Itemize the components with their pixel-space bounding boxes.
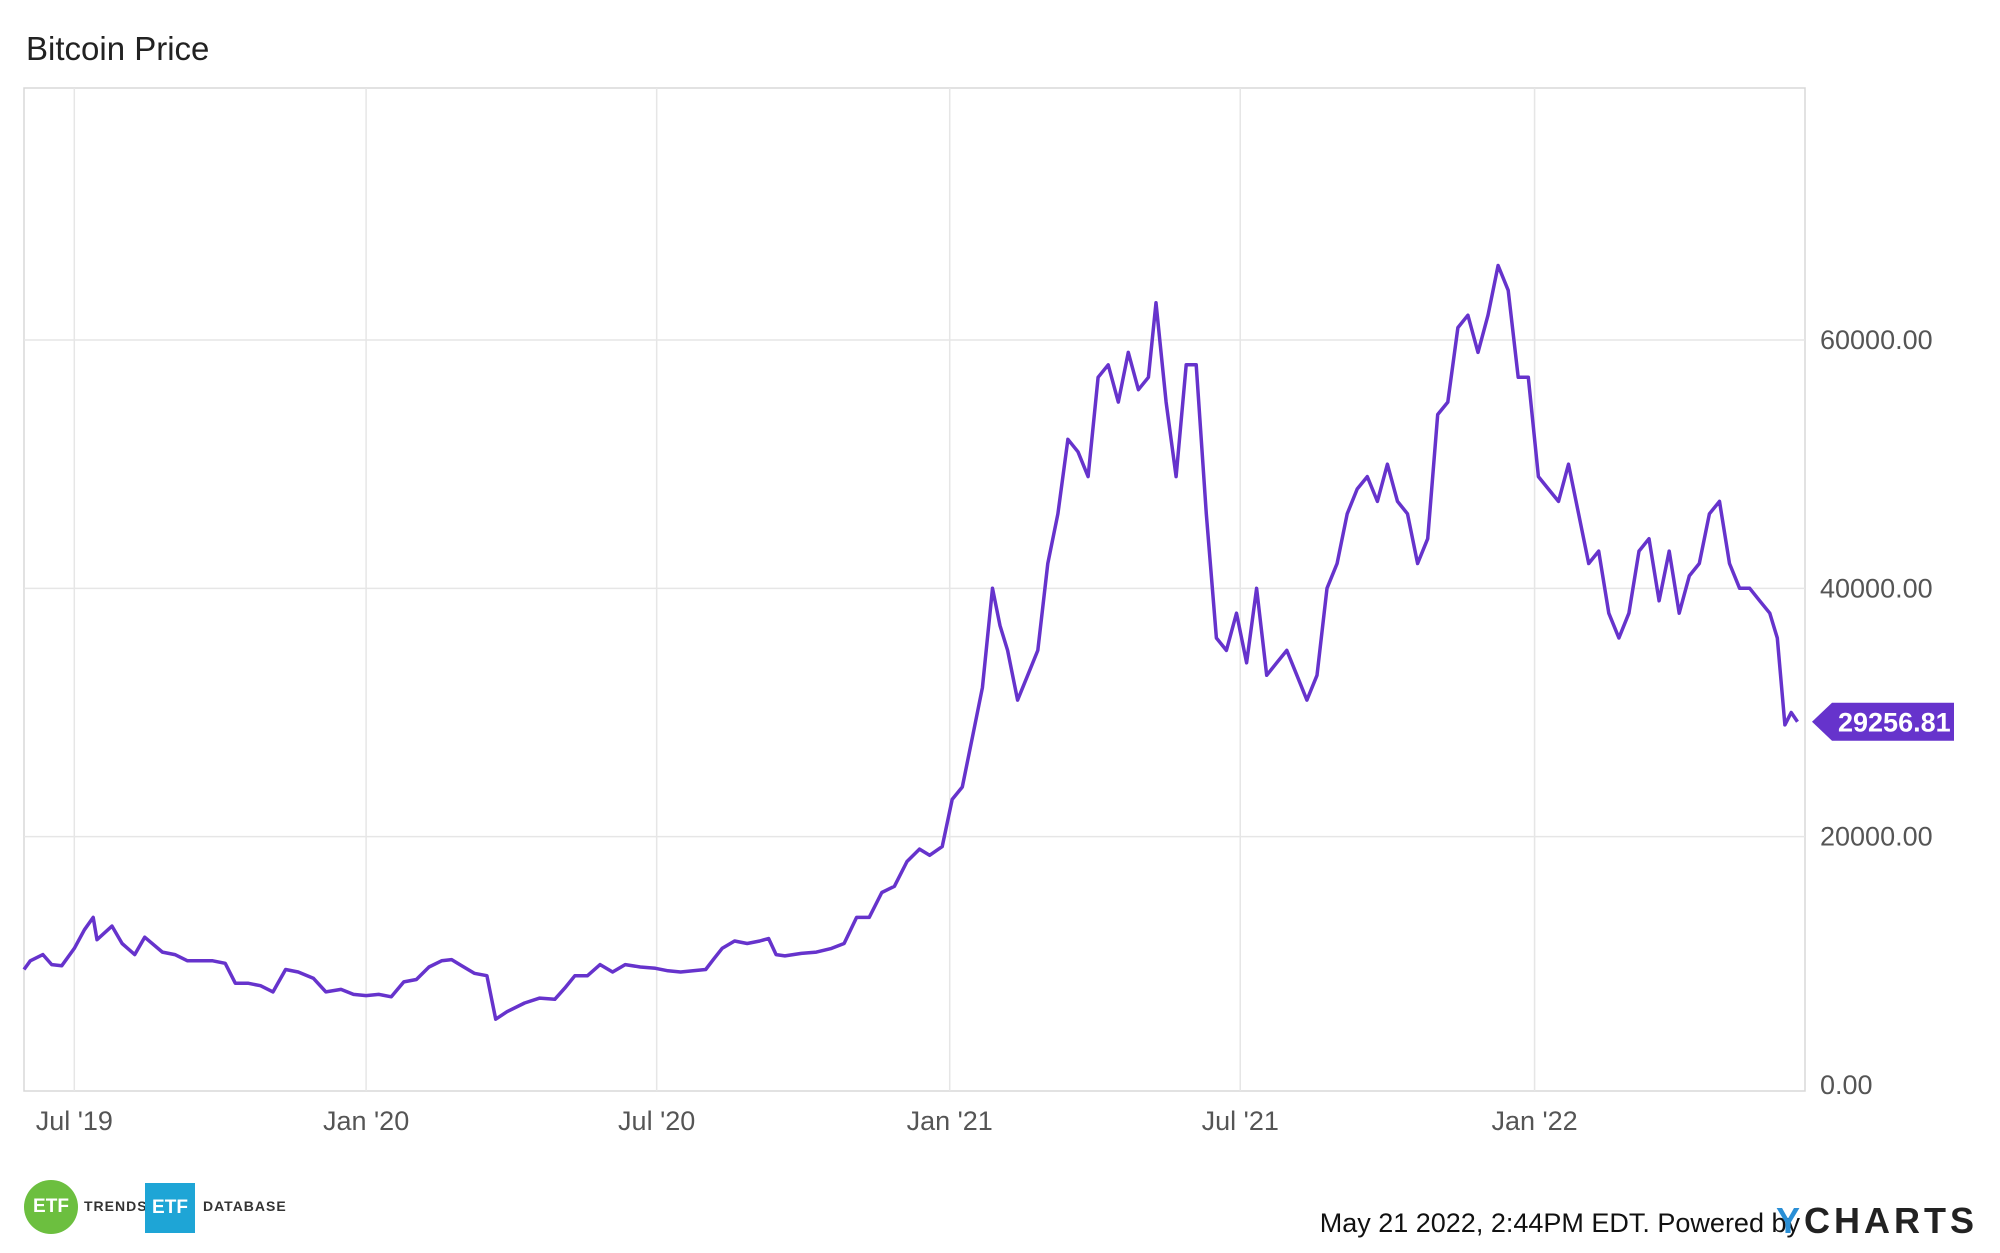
ycharts-logo: YCHARTS (1776, 1200, 1978, 1242)
x-tick-label: Jul '20 (618, 1106, 695, 1136)
horizontal-gridlines (24, 339, 1805, 838)
powered-by-text: Powered by (1657, 1208, 1800, 1238)
x-tick-label: Jan '22 (1491, 1106, 1577, 1136)
ycharts-logo-y: Y (1775, 1200, 1804, 1241)
ycharts-logo-text: CHARTS (1804, 1200, 1978, 1241)
y-tick-label: 60000.00 (1820, 325, 1933, 355)
y-tick-label: 0.00 (1820, 1070, 1873, 1100)
y-tick-labels: 0.00 20000.00 40000.00 60000.00 (1820, 325, 1933, 1100)
x-tick-label: Jul '21 (1202, 1106, 1279, 1136)
y-tick-label: 20000.00 (1820, 822, 1933, 852)
x-tick-label: Jan '21 (907, 1106, 993, 1136)
x-tick-labels: Jul '19 Jan '20 Jul '20 Jan '21 Jul '21 Jan '… (36, 1106, 1578, 1136)
chart-title: Bitcoin Price (26, 30, 210, 67)
price-line (22, 263, 1799, 1021)
y-tick-label: 40000.00 (1820, 573, 1933, 603)
etf-database-logo-word: DATABASE (203, 1198, 287, 1214)
etf-trends-logo: ETF (24, 1180, 78, 1234)
timestamp-text: May 21 2022, 2:44PM EDT. (1319, 1208, 1650, 1238)
footer-timestamp: May 21 2022, 2:44PM EDT. Powered by (1320, 1208, 1800, 1239)
etf-trends-logo-word: TRENDS (84, 1198, 148, 1214)
plot-area-border (23, 87, 1806, 1092)
vertical-gridlines (73, 88, 1536, 1091)
etf-database-logo: ETF (145, 1183, 195, 1233)
x-tick-label: Jan '20 (323, 1106, 409, 1136)
x-tick-label: Jul '19 (36, 1106, 113, 1136)
last-value-badge: 29256.81 (1812, 702, 1954, 741)
last-value-label: 29256.81 (1838, 708, 1951, 738)
